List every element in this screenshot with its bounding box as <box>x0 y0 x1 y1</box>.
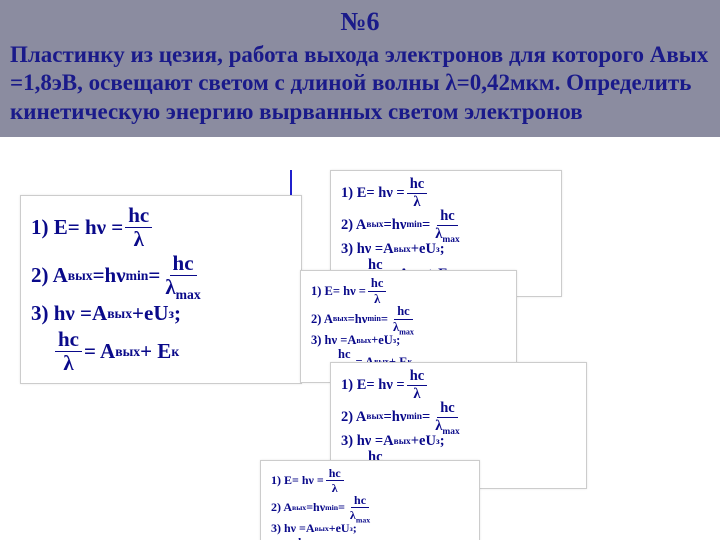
denom: λmax <box>162 276 203 298</box>
denom: λ <box>131 228 147 250</box>
numer: hc <box>55 329 82 352</box>
formula-row: 1) E= hν = hc λ <box>31 205 291 250</box>
numer: hc <box>170 253 197 276</box>
text: =hν <box>93 263 126 288</box>
text: = A <box>84 339 115 364</box>
text: 3) hν =A <box>31 301 107 326</box>
formula-row: 2) Aвых =hνmin = hc λmax <box>31 253 291 298</box>
formula-panel-small: 1) E= hν = hcλ 2) Aвых=hνmin = hcλmax 3)… <box>260 460 480 540</box>
numer: hc <box>125 205 152 228</box>
problem-number: №6 <box>10 6 710 39</box>
formula-panel-large: 1) E= hν = hc λ 2) Aвых =hνmin = hc λmax… <box>20 195 302 384</box>
fraction: hc λ <box>55 329 82 374</box>
problem-text: Пластинку из цезия, работа выхода электр… <box>10 41 710 127</box>
text: 1) E= hν = <box>31 215 123 240</box>
formula-row: 1) E= hν = hcλ <box>341 177 551 209</box>
formula-row: 3) hν =Aвых +eUз ; <box>31 301 291 326</box>
text: = <box>148 263 160 288</box>
formula-row: hc λ = Aвых + Eк <box>31 329 291 374</box>
denom: λ <box>60 352 76 374</box>
text: 1) E= hν = <box>341 185 405 202</box>
formula-row: 2) Aвых =hνmin = hcλmax <box>341 209 551 241</box>
text: 2) A <box>31 263 68 288</box>
fraction: hcλ <box>407 177 428 209</box>
fraction: hc λ <box>125 205 152 250</box>
text: +eU <box>132 301 168 326</box>
text: ; <box>174 301 181 326</box>
problem-header: №6 Пластинку из цезия, работа выхода эле… <box>0 0 720 137</box>
fraction: hc λmax <box>162 253 203 298</box>
text: + E <box>140 339 171 364</box>
